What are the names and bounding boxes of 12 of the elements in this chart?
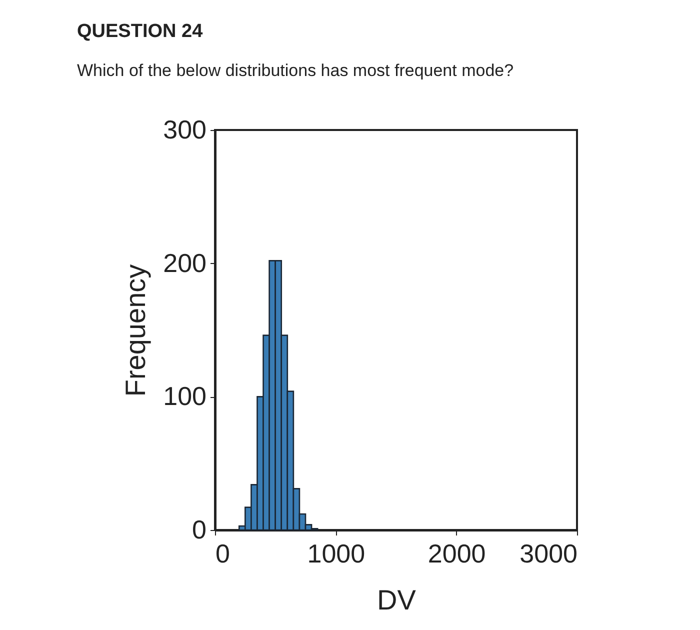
chart-title: QUESTION 24 <box>77 21 204 42</box>
y-tick-label: 300 <box>163 114 206 144</box>
chart-subtitle: Which of the below distributions has most frequent mode? <box>77 61 514 80</box>
y-tick-label: 100 <box>163 381 206 412</box>
y-tick-label: 200 <box>163 248 206 278</box>
x-tick-label: 3000 <box>520 538 578 568</box>
x-tick-label: 0 <box>216 538 230 568</box>
x-tick-label: 1000 <box>307 538 366 568</box>
x-axis-title: DV <box>377 584 416 616</box>
y-tick-label: 0 <box>192 514 206 544</box>
y-axis-title: Frequency <box>120 264 152 397</box>
x-tick-label: 2000 <box>428 538 486 568</box>
